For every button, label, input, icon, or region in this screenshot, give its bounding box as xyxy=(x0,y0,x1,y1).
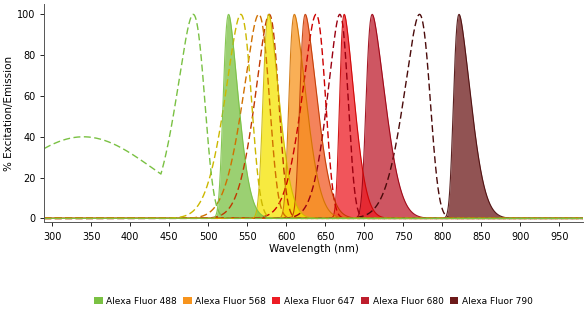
Legend: Alexa Fluor 488, Alexa Fluor 555, Alexa Fluor 568, Alexa Fluor 594, Alexa Fluor : Alexa Fluor 488, Alexa Fluor 555, Alexa … xyxy=(95,297,532,309)
Y-axis label: % Excitation/Emission: % Excitation/Emission xyxy=(4,56,14,171)
X-axis label: Wavelength (nm): Wavelength (nm) xyxy=(269,244,359,254)
